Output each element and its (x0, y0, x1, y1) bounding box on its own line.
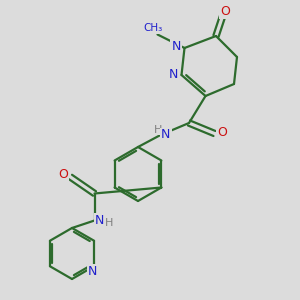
Text: CH₃: CH₃ (143, 23, 163, 33)
Text: N: N (95, 214, 105, 227)
Text: N: N (161, 128, 171, 142)
Text: N: N (168, 68, 178, 82)
Text: O: O (220, 5, 230, 19)
Text: O: O (217, 125, 227, 139)
Text: H: H (105, 218, 114, 228)
Text: N: N (171, 40, 181, 53)
Text: H: H (154, 124, 162, 135)
Text: N: N (88, 265, 97, 278)
Text: O: O (58, 168, 68, 181)
